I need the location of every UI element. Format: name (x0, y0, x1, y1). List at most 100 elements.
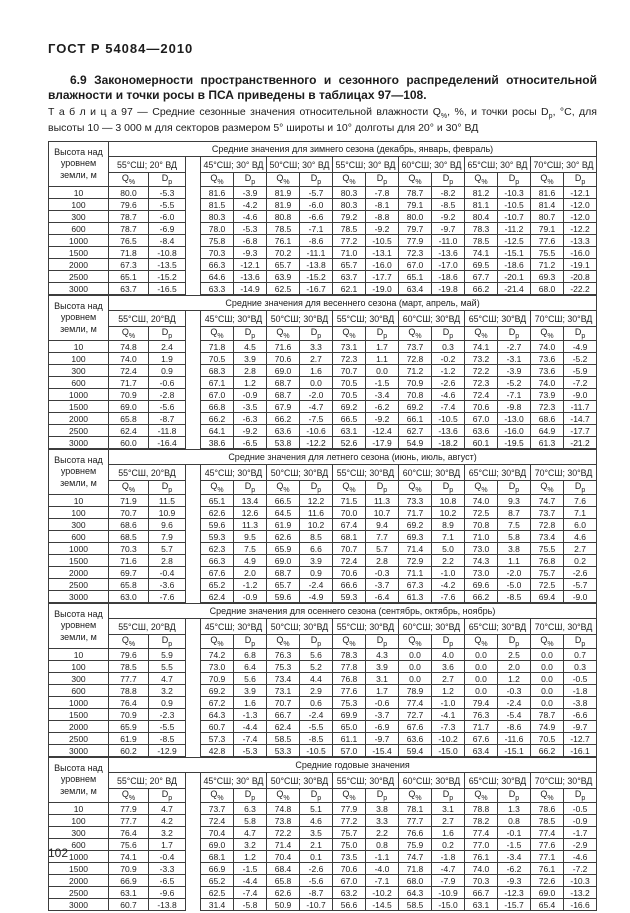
dewpoint-symbol: Dp (233, 480, 267, 495)
humidity-value: 69.0 (200, 838, 234, 851)
humidity-value: 60.7 (200, 720, 234, 733)
dewpoint-value: -4.4 (233, 720, 267, 733)
humidity-value: 65.8 (108, 412, 149, 425)
humidity-value: 73.0 (200, 660, 234, 673)
humidity-value: 78.5 (108, 660, 149, 673)
dewpoint-symbol-letter: D (244, 327, 252, 338)
humidity-symbol-sub: % (349, 794, 356, 802)
dewpoint-value: 2.8 (365, 554, 399, 567)
dewpoint-symbol: Dp (431, 326, 465, 341)
section-title: Средние годовые значения (107, 757, 598, 773)
spacer-cell (186, 875, 201, 887)
location-header: 50°СШ; 30°ВД (266, 310, 333, 327)
humidity-value: 70.7 (266, 696, 300, 709)
dewpoint-value: -13.0 (497, 412, 531, 425)
humidity-symbol: Q% (398, 326, 432, 341)
humidity-symbol: Q% (108, 326, 149, 341)
dewpoint-value: -1.8 (431, 850, 465, 863)
dewpoint-value: -2.4 (299, 578, 333, 591)
dewpoint-value: -3.1 (497, 352, 531, 365)
location-header: 55°СШ; 20° ВД (108, 156, 186, 173)
season-table-4: Высота над уровнем земли, м Средние годов… (48, 757, 598, 911)
dewpoint-symbol-sub: p (383, 178, 388, 186)
dewpoint-value: -3.3 (148, 862, 186, 875)
humidity-value: 75.8 (200, 234, 234, 247)
height-value: 300 (48, 364, 109, 377)
humidity-value: 61.9 (108, 732, 149, 745)
spacer-cell (186, 413, 201, 425)
humidity-value: 64.9 (530, 424, 564, 437)
dewpoint-value: 1.7 (148, 838, 186, 851)
height-value: 100 (48, 506, 109, 519)
dewpoint-value: -17.7 (365, 270, 399, 283)
humidity-value: 75.7 (332, 826, 366, 839)
section-title: Средние значения для осеннего сезона (се… (107, 603, 598, 619)
table-row: 10 77.9 4.7 73.7 6.3 74.8 5.1 77.9 3.8 78.1 3.1 78.… (48, 802, 598, 815)
dewpoint-value: 10.2 (431, 506, 465, 519)
spacer-cell (186, 591, 201, 603)
dewpoint-value: 0.8 (365, 838, 399, 851)
humidity-symbol-sub: % (217, 332, 224, 340)
humidity-symbol-letter: Q (210, 481, 218, 492)
humidity-value: 61.3 (398, 590, 432, 603)
humidity-symbol: Q% (530, 172, 564, 187)
dewpoint-value: -5.7 (562, 578, 598, 591)
dewpoint-value: -8.5 (497, 590, 531, 603)
humidity-value: 73.2 (464, 352, 498, 365)
dewpoint-symbol-letter: D (310, 173, 318, 184)
dewpoint-value: 6.3 (233, 802, 267, 815)
humidity-symbol-sub: % (128, 794, 136, 802)
dewpoint-value: -2.6 (431, 376, 465, 389)
dewpoint-value: -6.9 (365, 720, 399, 733)
humidity-value: 69.6 (464, 578, 498, 591)
spacer-cell (186, 259, 201, 271)
dewpoint-symbol-sub: p (515, 794, 520, 802)
dewpoint-value: -8.4 (148, 234, 186, 247)
humidity-value: 65.1 (108, 270, 149, 283)
dewpoint-value: -13.8 (299, 258, 333, 271)
humidity-symbol-sub: % (415, 794, 422, 802)
humidity-value: 78.9 (398, 684, 432, 697)
location-header: 70°СШ, 30°ВД (529, 618, 598, 635)
dewpoint-symbol-letter: D (310, 481, 318, 492)
spacer-cell (186, 619, 201, 635)
spacer-cell (186, 271, 201, 283)
humidity-value: 71.6 (108, 554, 149, 567)
spacer-cell (186, 199, 201, 211)
humidity-symbol-sub: % (415, 486, 422, 494)
humidity-value: 77.6 (530, 234, 564, 247)
humidity-value: 65.0 (332, 720, 366, 733)
location-header: 60°СШ; 30°ВД (398, 618, 465, 635)
dewpoint-value: -8.2 (431, 186, 465, 199)
dewpoint-value: 1.6 (233, 696, 267, 709)
table-row: 300 78.7 -6.0 80.3 -4.6 80.8 -6.6 79.2 -8.8 80.0-… (48, 210, 598, 223)
dewpoint-value: 11.5 (148, 494, 186, 507)
humidity-value: 79.6 (108, 648, 149, 661)
dewpoint-value: 2.7 (562, 542, 598, 555)
humidity-value: 63.3 (200, 282, 234, 295)
dewpoint-symbol-sub: p (449, 332, 454, 340)
humidity-value: 62.3 (200, 542, 234, 555)
humidity-value: 60.1 (464, 436, 498, 449)
humidity-symbol-letter: Q (121, 635, 129, 646)
dewpoint-value: 7.9 (148, 530, 186, 543)
humidity-value: 75.0 (332, 838, 366, 851)
dewpoint-symbol: Dp (148, 480, 186, 495)
dewpoint-value: 7.7 (365, 530, 399, 543)
humidity-symbol-sub: % (547, 640, 554, 648)
humidity-value: 70.8 (398, 388, 432, 401)
dewpoint-value: 6.4 (233, 660, 267, 673)
dewpoint-value: -9.2 (233, 424, 267, 437)
humidity-value: 74.0 (530, 376, 564, 389)
humidity-value: 77.4 (530, 826, 564, 839)
humidity-symbol-sub: % (349, 486, 356, 494)
dewpoint-value: 1.2 (497, 672, 531, 685)
humidity-value: 59.3 (332, 590, 366, 603)
humidity-symbol: Q% (108, 172, 149, 187)
humidity-value: 73.1 (266, 684, 300, 697)
humidity-value: 68.0 (530, 282, 564, 295)
humidity-value: 67.0 (398, 258, 432, 271)
humidity-value: 80.0 (108, 186, 149, 199)
table-row: 3000 60.7 -13.8 31.4 -5.8 50.9 -10.7 56.6 -14.5 5… (48, 898, 598, 911)
dewpoint-symbol-sub: p (383, 794, 388, 802)
